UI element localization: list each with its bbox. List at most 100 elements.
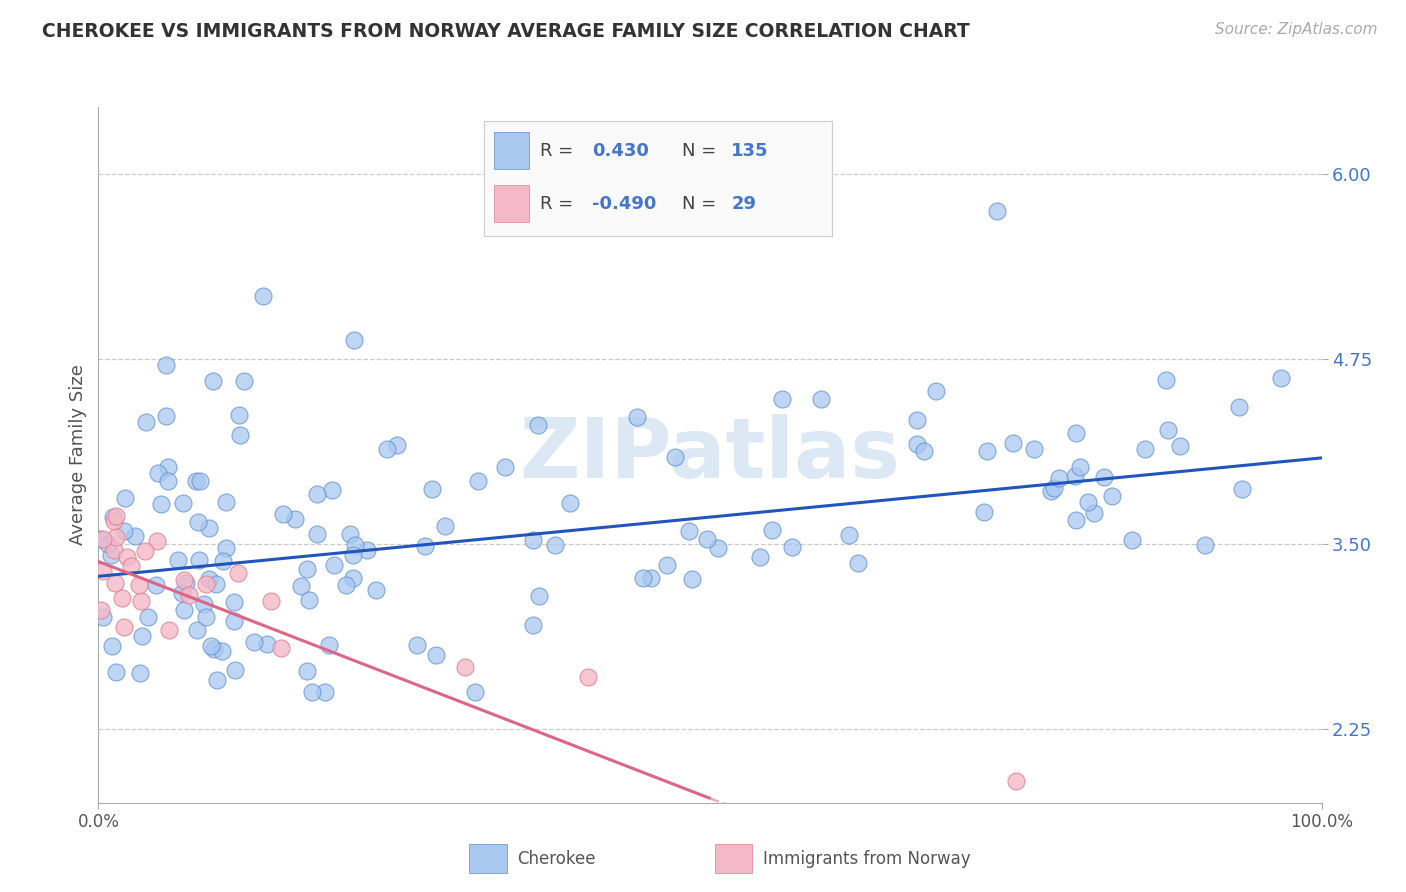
Point bbox=[626, 410, 648, 425]
Point bbox=[1121, 533, 1143, 548]
Text: Immigrants from Norway: Immigrants from Norway bbox=[763, 849, 970, 868]
Point bbox=[211, 643, 233, 657]
Point bbox=[172, 496, 194, 510]
Point bbox=[198, 572, 221, 586]
Point bbox=[284, 512, 307, 526]
Point bbox=[749, 549, 772, 564]
Point bbox=[134, 544, 156, 558]
Point bbox=[986, 204, 1008, 219]
Point bbox=[494, 460, 516, 475]
Point bbox=[356, 543, 378, 558]
Point bbox=[128, 577, 150, 591]
Bar bbox=[716, 844, 752, 873]
Point bbox=[214, 495, 236, 509]
Point bbox=[155, 358, 177, 372]
Point bbox=[420, 483, 443, 497]
Point bbox=[1077, 494, 1099, 508]
Point bbox=[112, 619, 135, 633]
Point bbox=[522, 533, 544, 548]
Point bbox=[1229, 400, 1251, 414]
Point bbox=[212, 554, 235, 568]
Point bbox=[89, 533, 111, 547]
Point bbox=[905, 413, 928, 427]
Point bbox=[120, 559, 142, 574]
Point bbox=[1047, 471, 1070, 485]
Point bbox=[529, 589, 551, 603]
Point bbox=[243, 635, 266, 649]
Point bbox=[228, 408, 250, 422]
Point bbox=[233, 375, 256, 389]
Point bbox=[295, 562, 318, 576]
Point bbox=[149, 497, 172, 511]
Point bbox=[173, 573, 195, 587]
Point bbox=[1194, 538, 1216, 552]
Point bbox=[1270, 370, 1292, 384]
Point bbox=[114, 491, 136, 506]
Point bbox=[135, 415, 157, 429]
Point bbox=[848, 556, 870, 570]
Point bbox=[207, 673, 229, 687]
Point bbox=[924, 384, 946, 398]
Point bbox=[761, 524, 783, 538]
Point bbox=[780, 540, 803, 554]
Point bbox=[177, 588, 200, 602]
Point bbox=[467, 474, 489, 488]
Point bbox=[973, 505, 995, 519]
Point bbox=[295, 664, 318, 678]
Point bbox=[195, 610, 218, 624]
Text: Cherokee: Cherokee bbox=[517, 849, 596, 868]
Text: Source: ZipAtlas.com: Source: ZipAtlas.com bbox=[1215, 22, 1378, 37]
Point bbox=[1069, 459, 1091, 474]
Point bbox=[342, 571, 364, 585]
Point bbox=[1133, 442, 1156, 456]
Point bbox=[156, 459, 179, 474]
Point bbox=[543, 537, 565, 551]
Point bbox=[91, 564, 114, 578]
Point bbox=[631, 571, 654, 585]
Point bbox=[188, 553, 211, 567]
Point bbox=[157, 624, 180, 638]
Point bbox=[91, 532, 114, 546]
Point bbox=[318, 639, 340, 653]
Point bbox=[155, 409, 177, 423]
Point bbox=[305, 527, 328, 541]
Point bbox=[260, 594, 283, 608]
Point bbox=[560, 496, 582, 510]
Point bbox=[343, 538, 366, 552]
Point bbox=[290, 579, 312, 593]
Point bbox=[90, 603, 112, 617]
Point bbox=[454, 659, 477, 673]
Point bbox=[522, 617, 544, 632]
Point bbox=[1083, 506, 1105, 520]
Point bbox=[527, 418, 550, 433]
Point bbox=[104, 508, 127, 523]
Y-axis label: Average Family Size: Average Family Size bbox=[69, 365, 87, 545]
Point bbox=[145, 578, 167, 592]
Point bbox=[413, 539, 436, 553]
Point bbox=[131, 629, 153, 643]
Point bbox=[305, 486, 328, 500]
Point bbox=[425, 648, 447, 662]
Point bbox=[1064, 425, 1087, 440]
Bar bbox=[470, 844, 506, 873]
Point bbox=[664, 450, 686, 464]
Point bbox=[912, 444, 935, 458]
Point bbox=[224, 595, 246, 609]
Point bbox=[215, 541, 238, 555]
Point bbox=[91, 609, 114, 624]
Point bbox=[366, 583, 388, 598]
Point bbox=[576, 670, 599, 684]
Point bbox=[1022, 442, 1045, 456]
Point bbox=[224, 615, 246, 629]
Point bbox=[170, 586, 193, 600]
Point bbox=[187, 516, 209, 530]
Point bbox=[464, 685, 486, 699]
Point bbox=[136, 610, 159, 624]
Point bbox=[167, 552, 190, 566]
Point bbox=[770, 392, 793, 407]
Point bbox=[101, 510, 124, 524]
Point bbox=[103, 543, 125, 558]
Point bbox=[195, 576, 218, 591]
Point bbox=[226, 566, 249, 581]
Point bbox=[323, 558, 346, 573]
